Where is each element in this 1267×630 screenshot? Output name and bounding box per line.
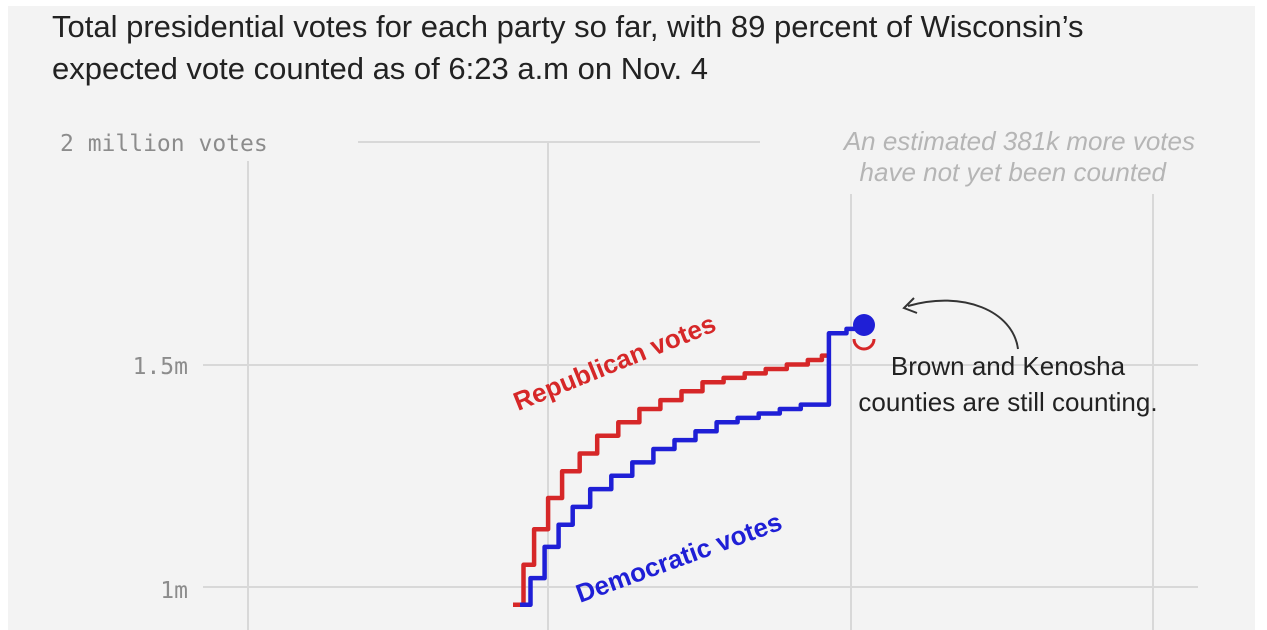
- uncounted-note-line-2: have not yet been counted: [860, 157, 1168, 187]
- callout-line-2: counties are still counting.: [858, 387, 1157, 417]
- line-chart: 2 million votes 1.5m 1m An estimated 381…: [60, 126, 1198, 630]
- uncounted-note-line-1: An estimated 381k more votes: [842, 126, 1195, 156]
- y-tick-label: 1m: [160, 578, 188, 604]
- y-tick-label: 2 million votes: [60, 131, 268, 157]
- democratic-end-marker: [853, 314, 875, 336]
- series-line-republican: [513, 353, 829, 608]
- callout-arrowhead-icon: [902, 297, 918, 314]
- series-line-democratic: [520, 326, 864, 608]
- chart-title: Total presidential votes for each party …: [52, 9, 1084, 86]
- callout-arrow: [907, 299, 1019, 350]
- chart-panel: Total presidential votes for each party …: [8, 6, 1255, 630]
- series-label-democratic: Democratic votes: [572, 506, 786, 608]
- callout-line-1: Brown and Kenosha: [891, 351, 1126, 381]
- y-tick-label: 1.5m: [133, 354, 188, 380]
- series-label-republican: Republican votes: [509, 308, 720, 416]
- republican-end-marker: [852, 338, 876, 351]
